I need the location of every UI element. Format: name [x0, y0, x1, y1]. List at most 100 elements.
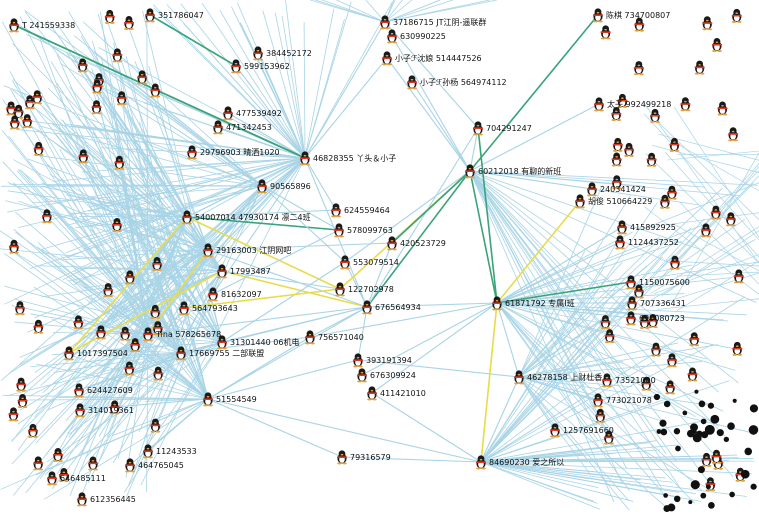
node-n33-icon[interactable]: [594, 97, 604, 112]
crowd-node-icon[interactable]: [52, 447, 63, 462]
node-n31-icon[interactable]: [387, 29, 397, 44]
crowd-node-icon[interactable]: [73, 315, 84, 330]
crowd-node-icon[interactable]: [633, 284, 644, 299]
crowd-node-icon[interactable]: [88, 456, 99, 471]
crowd-node-icon[interactable]: [32, 90, 43, 105]
node-n54-icon[interactable]: [602, 373, 612, 388]
crowd-node-icon[interactable]: [731, 8, 742, 23]
crowd-node-icon[interactable]: [16, 377, 27, 392]
node-n30-icon[interactable]: [380, 15, 390, 30]
node-n36-icon[interactable]: [617, 220, 627, 235]
crowd-node-icon[interactable]: [114, 155, 125, 170]
crowd-node-icon[interactable]: [14, 301, 25, 316]
node-n37-icon[interactable]: [615, 235, 625, 250]
node-n52-icon[interactable]: [550, 423, 560, 438]
node-n11-icon[interactable]: [357, 368, 367, 383]
node-n16-icon[interactable]: [217, 335, 227, 350]
node-n7-icon[interactable]: [335, 282, 345, 297]
crowd-node-icon[interactable]: [112, 48, 123, 63]
node-n57-icon[interactable]: [223, 106, 233, 121]
crowd-node-icon[interactable]: [611, 175, 622, 190]
crowd-node-icon[interactable]: [702, 16, 713, 31]
node-n38-icon[interactable]: [626, 275, 636, 290]
crowd-node-icon[interactable]: [77, 58, 88, 73]
node-n41-icon[interactable]: [143, 327, 153, 342]
node-n24-icon[interactable]: [465, 164, 475, 179]
crowd-node-icon[interactable]: [647, 313, 658, 328]
crowd-node-icon[interactable]: [124, 270, 135, 285]
crowd-node-icon[interactable]: [650, 108, 661, 123]
node-n23-icon[interactable]: [473, 121, 483, 136]
node-n34-icon[interactable]: [575, 194, 585, 209]
crowd-node-icon[interactable]: [701, 452, 712, 467]
node-n51-icon[interactable]: [145, 8, 155, 23]
crowd-node-icon[interactable]: [595, 408, 606, 423]
crowd-node-icon[interactable]: [624, 142, 635, 157]
node-n28-icon[interactable]: [382, 51, 392, 66]
node-n48-icon[interactable]: [47, 471, 57, 486]
crowd-node-icon[interactable]: [95, 325, 106, 340]
crowd-node-icon[interactable]: [612, 137, 623, 152]
node-n26-icon[interactable]: [514, 370, 524, 385]
crowd-node-icon[interactable]: [137, 70, 148, 85]
node-n53-icon[interactable]: [593, 393, 603, 408]
crowd-node-icon[interactable]: [124, 361, 135, 376]
crowd-node-icon[interactable]: [646, 152, 657, 167]
crowd-node-icon[interactable]: [8, 407, 19, 422]
node-n19-icon[interactable]: [203, 243, 213, 258]
node-n8-icon[interactable]: [362, 300, 372, 315]
crowd-node-icon[interactable]: [604, 329, 615, 344]
node-n15-icon[interactable]: [176, 346, 186, 361]
crowd-node-icon[interactable]: [22, 114, 33, 129]
crowd-node-icon[interactable]: [152, 321, 163, 336]
crowd-node-icon[interactable]: [123, 16, 134, 31]
node-n49-icon[interactable]: [77, 492, 87, 507]
crowd-node-icon[interactable]: [153, 366, 164, 381]
crowd-node-icon[interactable]: [109, 400, 120, 415]
crowd-node-icon[interactable]: [41, 209, 52, 224]
node-n12-icon[interactable]: [367, 386, 377, 401]
node-n20-icon[interactable]: [182, 210, 192, 225]
node-n13-icon[interactable]: [337, 450, 347, 465]
node-n3-icon[interactable]: [331, 203, 341, 218]
crowd-node-icon[interactable]: [33, 319, 44, 334]
crowd-node-icon[interactable]: [104, 9, 115, 24]
crowd-node-icon[interactable]: [641, 376, 652, 391]
node-n27-icon[interactable]: [476, 455, 486, 470]
node-n1-icon[interactable]: [300, 151, 310, 166]
crowd-node-icon[interactable]: [6, 101, 17, 116]
crowd-node-icon[interactable]: [92, 79, 103, 94]
crowd-node-icon[interactable]: [733, 269, 744, 284]
crowd-node-icon[interactable]: [700, 223, 711, 238]
crowd-node-icon[interactable]: [659, 194, 670, 209]
crowd-node-icon[interactable]: [603, 430, 614, 445]
crowd-node-icon[interactable]: [150, 83, 161, 98]
crowd-node-icon[interactable]: [9, 115, 20, 130]
crowd-node-icon[interactable]: [17, 393, 28, 408]
crowd-node-icon[interactable]: [152, 257, 163, 272]
node-n2-icon[interactable]: [257, 179, 267, 194]
crowd-node-icon[interactable]: [120, 326, 131, 341]
node-n56-icon[interactable]: [253, 46, 263, 61]
node-n5-icon[interactable]: [387, 236, 397, 251]
crowd-node-icon[interactable]: [666, 353, 677, 368]
crowd-node-icon[interactable]: [91, 100, 102, 115]
crowd-node-icon[interactable]: [717, 101, 728, 116]
crowd-node-icon[interactable]: [150, 304, 161, 319]
crowd-node-icon[interactable]: [732, 341, 743, 356]
crowd-node-icon[interactable]: [27, 423, 38, 438]
crowd-node-icon[interactable]: [111, 218, 122, 233]
crowd-node-icon[interactable]: [634, 17, 645, 32]
node-n43-icon[interactable]: [64, 346, 74, 361]
node-n6-icon[interactable]: [340, 255, 350, 270]
crowd-node-icon[interactable]: [611, 152, 622, 167]
crowd-node-icon[interactable]: [9, 239, 20, 254]
node-n9-icon[interactable]: [305, 330, 315, 345]
node-n32-icon[interactable]: [593, 8, 603, 23]
crowd-node-icon[interactable]: [103, 283, 114, 298]
crowd-node-icon[interactable]: [689, 332, 700, 347]
crowd-node-icon[interactable]: [666, 185, 677, 200]
node-n44-icon[interactable]: [74, 383, 84, 398]
crowd-node-icon[interactable]: [611, 106, 622, 121]
crowd-node-icon[interactable]: [150, 418, 161, 433]
